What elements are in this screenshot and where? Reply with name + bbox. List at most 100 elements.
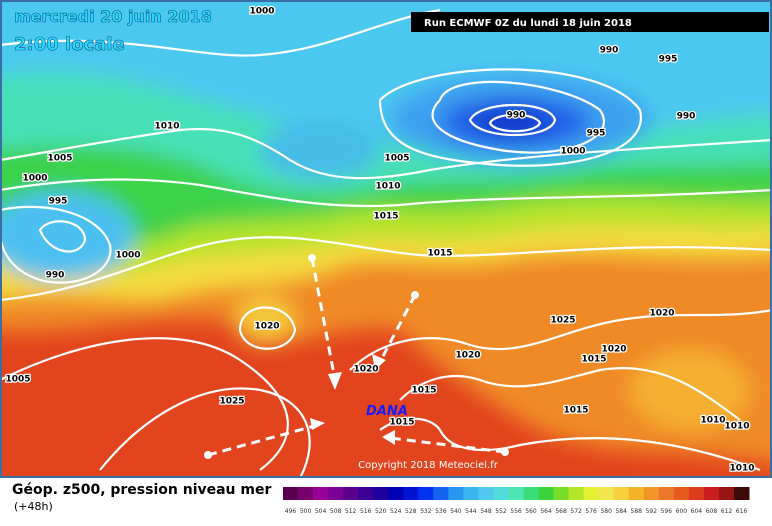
color-scale: 496 500 504 508 512 516 520 524 528 532 536 540 544 5…: [283, 487, 750, 515]
isobar-label: 1000: [560, 147, 585, 157]
lead-time: (+48h): [14, 500, 53, 513]
scale-swatch: [643, 487, 660, 500]
isobar-label: 1015: [427, 249, 452, 259]
copyright: Copyright 2018 Meteociel.fr: [358, 460, 499, 471]
scale-label: 500: [300, 508, 312, 515]
scale-swatch: [283, 487, 299, 500]
scale-swatch: [568, 487, 585, 500]
scale-swatch: [358, 487, 374, 500]
scale-swatch: [673, 487, 690, 500]
map-frame: [0, 0, 772, 478]
scale-label: 536: [435, 508, 447, 515]
scale-label: 612: [721, 508, 733, 515]
scale-label: 556: [510, 508, 522, 515]
isobar-label: 995: [49, 197, 68, 207]
isobar-labels: 1000990995990101099599010051000100510001…: [4, 5, 756, 475]
isobar-label: 995: [587, 129, 606, 139]
scale-swatch: [448, 487, 464, 500]
scale-swatch: [583, 487, 600, 500]
scale-swatch: [403, 487, 419, 500]
scale-label: 540: [450, 508, 462, 515]
scale-label: 596: [661, 508, 673, 515]
scale-swatch: [688, 487, 705, 500]
annotation: DANA: [366, 404, 408, 419]
scale-swatch: [388, 487, 404, 500]
scale-label: 592: [646, 508, 658, 515]
scale-label: 616: [736, 508, 748, 515]
isobar-label: 1025: [219, 397, 244, 407]
scale-label: 504: [315, 508, 327, 515]
scale-swatch: [733, 487, 750, 500]
isobar-label: 990: [46, 271, 65, 281]
scale-label: 576: [585, 508, 597, 515]
scale-label: 532: [420, 508, 432, 515]
scale-label: 580: [600, 508, 612, 515]
date: mercredi 20 juin 2018: [14, 7, 212, 26]
isobar-label: 1005: [5, 375, 30, 385]
run-box: [411, 12, 769, 32]
scale-swatch: [658, 487, 675, 500]
scale-label: 588: [631, 508, 643, 515]
isobar-label: 1000: [115, 251, 140, 261]
scale-label: 508: [330, 508, 342, 515]
isobar-label: 1020: [601, 345, 626, 355]
isobar-label: 1015: [581, 355, 606, 365]
isobar-label: 1010: [375, 182, 400, 192]
isobar-label: 1020: [455, 351, 480, 361]
isobar-label: 990: [600, 46, 619, 56]
scale-label: 600: [676, 508, 688, 515]
scale-swatch: [463, 487, 479, 500]
isobar-label: 1015: [411, 386, 436, 396]
isobar-label: 1015: [373, 212, 398, 222]
scale-label: 520: [375, 508, 387, 515]
map-field: 1000990995990101099599010051000100510001…: [2, 2, 770, 476]
scale-label: 516: [360, 508, 372, 515]
scale-label: 604: [691, 508, 703, 515]
scale-swatch: [298, 487, 314, 500]
isobar-label: 1010: [700, 416, 725, 426]
run-info: Run ECMWF 0Z du lundi 18 juin 2018: [424, 18, 632, 29]
isobar-label: 1025: [550, 316, 575, 326]
scale-swatch: [523, 487, 540, 500]
scale-label: 552: [495, 508, 507, 515]
scale-swatch: [373, 487, 389, 500]
scale-label: 584: [615, 508, 627, 515]
scale-swatch: [553, 487, 570, 500]
isobar-label: 1000: [22, 174, 47, 184]
scale-label: 564: [540, 508, 552, 515]
scale-label: 496: [285, 508, 297, 515]
isobar-label: 995: [659, 55, 678, 65]
scale-label: 528: [405, 508, 417, 515]
scale-swatch: [328, 487, 344, 500]
scale-label: 608: [706, 508, 718, 515]
isobar-label: 1020: [254, 322, 279, 332]
scale-swatch: [478, 487, 494, 500]
scale-label: 560: [525, 508, 537, 515]
time: 2:00 locale: [14, 34, 125, 55]
scale-swatch: [343, 487, 359, 500]
legend-title: Géop. z500, pression niveau mer: [12, 482, 271, 498]
scale-label: 548: [480, 508, 492, 515]
isobar-label: 1020: [353, 365, 378, 375]
scale-swatch: [538, 487, 555, 500]
scale-swatch: [628, 487, 645, 500]
scale-swatch: [703, 487, 720, 500]
scale-label: 568: [555, 508, 567, 515]
isobar-label: 990: [507, 111, 526, 121]
scale-swatch: [598, 487, 615, 500]
scale-swatch: [508, 487, 525, 500]
scale-label: 572: [570, 508, 582, 515]
isobar-label: 1010: [729, 464, 754, 474]
isobar-label: 1020: [649, 309, 674, 319]
scale-label: 512: [345, 508, 357, 515]
isobar-label: 1000: [249, 7, 274, 17]
isobar-label: 1015: [389, 418, 414, 428]
scale-swatch: [613, 487, 630, 500]
scale-swatch: [433, 487, 449, 500]
scale-swatch: [313, 487, 329, 500]
scale-swatch: [718, 487, 735, 500]
isobar-label: 1010: [724, 422, 749, 432]
scale-swatch: [418, 487, 434, 500]
